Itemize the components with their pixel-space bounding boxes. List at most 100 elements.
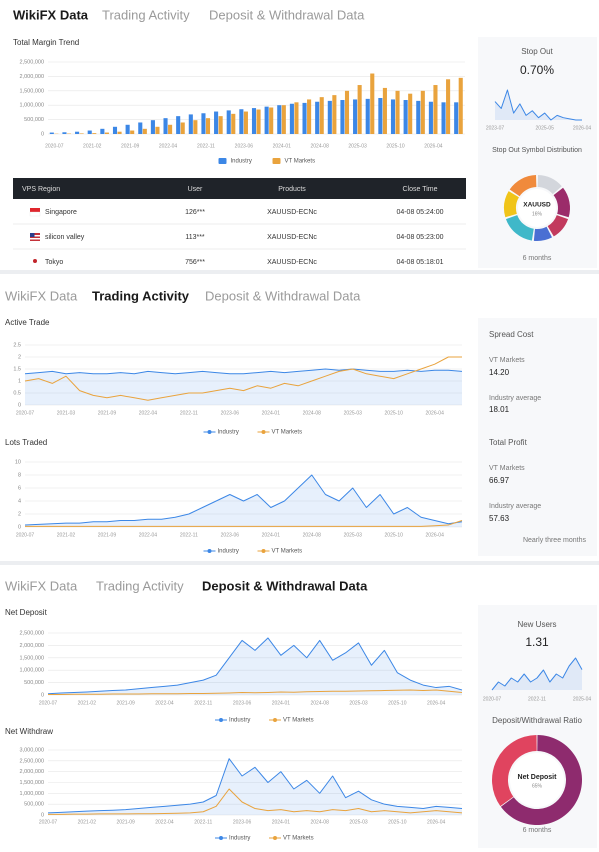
table-header-cell: User [188, 186, 203, 193]
x-tick-label: 2024-08 [311, 700, 330, 706]
x-tick-label: 2020-07 [39, 819, 58, 825]
x-tick-label: 2022-04 [139, 532, 158, 538]
bar [193, 120, 198, 134]
bar [201, 113, 206, 134]
x-tick-label: 2024-01 [272, 700, 291, 706]
bar [168, 124, 173, 134]
y-tick-label: 1,500,000 [20, 88, 44, 94]
x-tick-label: 2022-11 [180, 410, 198, 416]
bar [307, 99, 312, 134]
donut-segment [553, 187, 571, 218]
value: 57.63 [489, 514, 510, 523]
bar [390, 99, 396, 134]
x-tick-label: 2023-06 [221, 532, 240, 538]
chart-title: Stop Out [521, 47, 553, 56]
bar [269, 107, 274, 134]
card-title: Total Profit [489, 438, 528, 447]
bar [243, 111, 248, 134]
x-tick-label: 2021-09 [121, 143, 140, 149]
x-tick-label: 2025-10 [385, 410, 404, 416]
tab[interactable]: WikiFX Data [13, 7, 89, 22]
x-tick-label: 2021-09 [116, 819, 135, 825]
y-tick-label: 2,000,000 [20, 643, 44, 649]
chart-title: Deposit/Withdrawal Ratio [492, 716, 582, 725]
tab[interactable]: Trading Activity [96, 578, 184, 593]
bar [176, 116, 181, 134]
tab[interactable]: Deposit & Withdrawal Data [202, 578, 368, 593]
bar [294, 102, 299, 134]
bar [214, 111, 219, 134]
bar [332, 95, 337, 134]
tab[interactable]: WikiFX Data [5, 578, 78, 593]
x-tick-label: 2025-05 [536, 125, 555, 131]
center-label: XAUUSD [523, 202, 551, 209]
label: VT Markets [489, 357, 525, 364]
x-tick-label: 2020-07 [16, 532, 35, 538]
bar [289, 103, 294, 134]
line [494, 89, 582, 121]
x-tick-label: 2024-08 [303, 532, 322, 538]
legend-swatch [272, 158, 281, 164]
flag-jp [33, 259, 37, 263]
bar [112, 126, 118, 134]
bar [117, 131, 122, 134]
tab[interactable]: Trading Activity [102, 7, 190, 22]
bar [142, 128, 147, 134]
table-header-cell: VPS Region [22, 186, 60, 193]
x-tick-label: 2026-04 [573, 125, 592, 131]
legend-label: Industry [218, 549, 239, 555]
bar [239, 109, 244, 134]
line [48, 689, 463, 695]
chart-title: Stop Out Symbol Distribution [492, 147, 582, 154]
chart-title: Total Margin Trend [13, 38, 79, 47]
x-tick-label: 2021-02 [83, 143, 102, 149]
divider [0, 561, 599, 565]
legend-swatch [273, 718, 277, 722]
bar [256, 109, 261, 134]
y-tick-label: 2 [18, 354, 21, 360]
y-tick-label: 500,000 [24, 802, 44, 808]
bar [49, 132, 54, 134]
bar [75, 131, 80, 134]
tab[interactable]: Trading Activity [92, 288, 190, 303]
x-tick-label: 2022-04 [139, 410, 158, 416]
tab[interactable]: Deposit & Withdrawal Data [209, 7, 365, 22]
bar [433, 85, 438, 134]
x-tick-label: 2024-01 [273, 143, 292, 149]
y-tick-label: 4 [18, 498, 21, 504]
table-cell: 126*** [185, 209, 205, 216]
bar [264, 106, 269, 134]
table-cell: XAUUSD-ECNc [267, 259, 317, 266]
divider [0, 270, 599, 274]
bar [382, 87, 387, 134]
flag-us [30, 233, 40, 241]
bar [428, 101, 433, 134]
y-tick-label: 0 [18, 402, 21, 408]
legend-label: VT Markets [272, 549, 303, 555]
tab[interactable]: WikiFX Data [5, 288, 78, 303]
x-tick-label: 2025-03 [349, 819, 368, 825]
y-tick-label: 500,000 [24, 117, 44, 123]
y-tick-label: 1,000,000 [20, 668, 44, 674]
x-tick-label: 2022-11 [194, 819, 212, 825]
x-tick-label: 2021-02 [78, 700, 97, 706]
y-tick-label: 2 [18, 511, 21, 517]
x-tick-label: 2021-09 [98, 532, 117, 538]
label: Industry average [489, 395, 541, 402]
bar [226, 110, 231, 134]
bar [441, 102, 446, 134]
value: 66.97 [489, 476, 510, 485]
bar [155, 126, 160, 134]
x-tick-label: 2020-07 [39, 700, 58, 706]
table-header-cell: Products [278, 186, 306, 193]
bar [344, 90, 350, 134]
x-tick-label: 2020-07 [16, 410, 35, 416]
card [478, 318, 597, 556]
x-tick-label: 2021-02 [57, 532, 76, 538]
x-tick-label: 2025-03 [344, 532, 363, 538]
legend-label: VT Markets [285, 159, 316, 165]
bar [370, 73, 375, 134]
legend-label: VT Markets [272, 430, 303, 436]
x-tick-label: 2026-04 [424, 143, 443, 149]
tab[interactable]: Deposit & Withdrawal Data [205, 288, 361, 303]
